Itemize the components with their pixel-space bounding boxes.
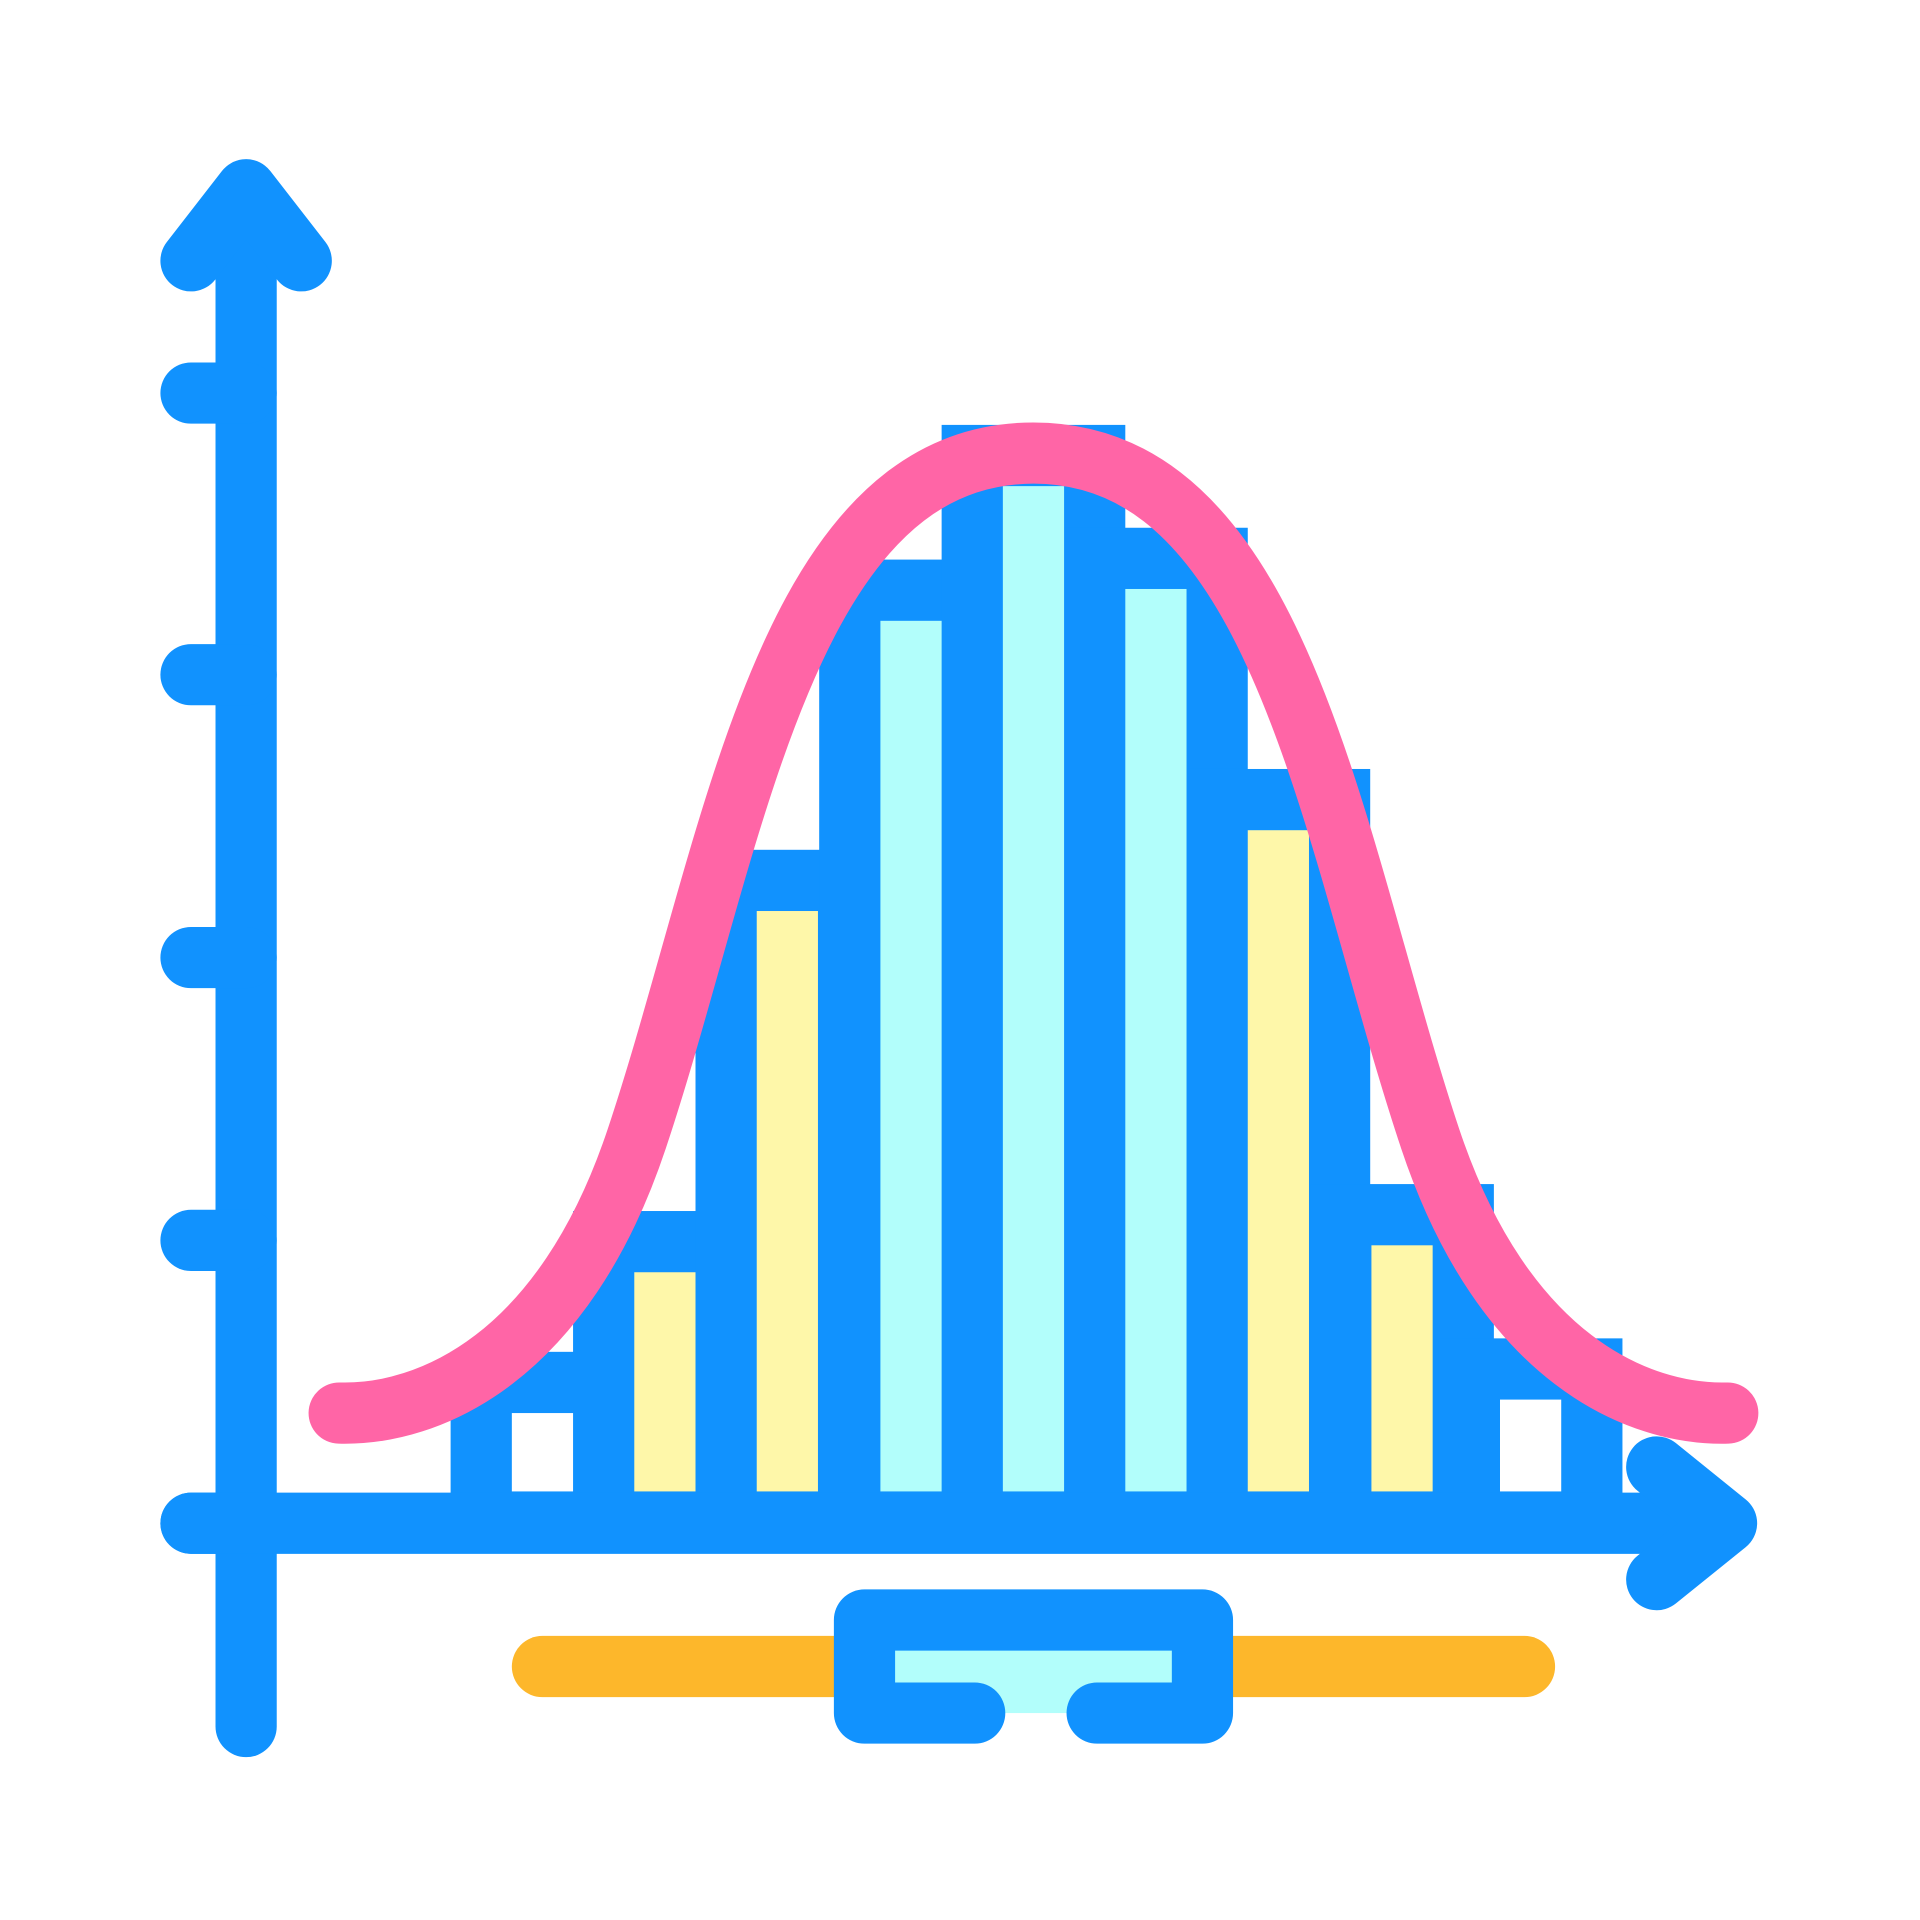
histogram-bar [1500, 1399, 1562, 1492]
histogram-bar [634, 1272, 696, 1492]
histogram-bar [1125, 588, 1187, 1492]
y-axis-arrow-icon [160, 159, 332, 292]
histogram-bar [511, 1413, 574, 1492]
range-indicator [511, 1589, 1556, 1744]
range-box-outline [833, 1589, 1234, 1744]
histogram-bar [1371, 1245, 1433, 1492]
bell-curve [308, 422, 1759, 1444]
y-axis [160, 159, 332, 1758]
histogram-bar [880, 620, 942, 1492]
histogram-bars [450, 424, 1623, 1524]
histogram-bar [1247, 830, 1309, 1492]
histogram-bar [756, 911, 818, 1492]
x-axis-arrow-icon [1626, 1436, 1758, 1611]
bell-curve-line [308, 422, 1759, 1444]
histogram-bar [1002, 486, 1065, 1492]
x-axis [160, 1436, 1758, 1611]
